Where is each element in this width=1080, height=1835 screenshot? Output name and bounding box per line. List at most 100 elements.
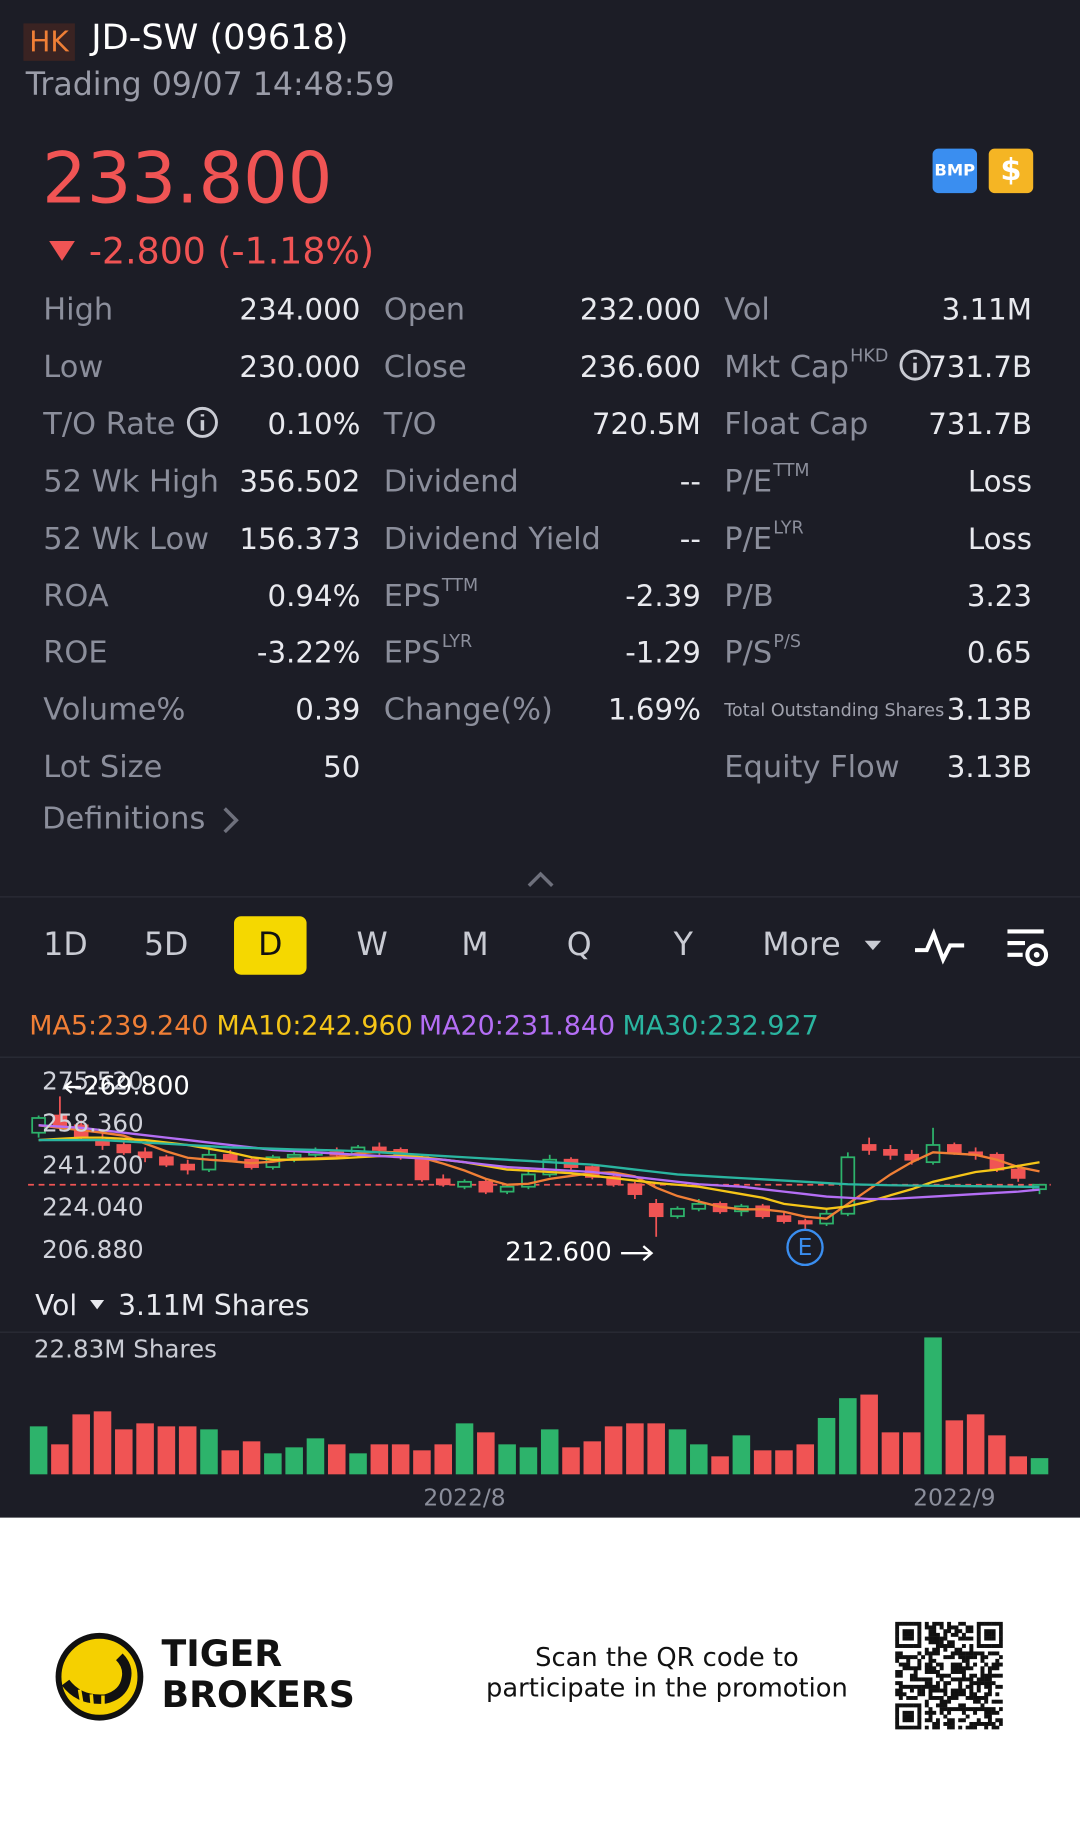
settings-icon[interactable]	[1004, 924, 1051, 968]
chevron	[223, 807, 239, 834]
candle-body	[947, 1144, 962, 1154]
qr-module	[895, 1725, 900, 1730]
candle-body	[159, 1156, 174, 1166]
qr-module	[954, 1695, 959, 1700]
candle-body	[52, 1114, 68, 1127]
qr-module	[928, 1670, 933, 1674]
qr-module	[965, 1651, 970, 1656]
qr-module	[984, 1632, 989, 1637]
qr-module	[909, 1703, 914, 1708]
tiger-logo	[55, 1632, 144, 1721]
qr-module	[943, 1632, 948, 1637]
qr-module	[984, 1629, 989, 1634]
qr-module	[943, 1681, 948, 1686]
qr-module	[973, 1655, 978, 1660]
stat-label-text: Volume%	[43, 693, 186, 729]
volume-bar	[924, 1337, 942, 1475]
candle-body	[435, 1178, 451, 1186]
qr-module	[954, 1625, 959, 1630]
period-tab[interactable]: 5D	[143, 926, 189, 963]
qr-module	[939, 1707, 944, 1712]
qr-module	[947, 1695, 952, 1700]
qr-module	[995, 1644, 1000, 1648]
qr-module	[969, 1673, 974, 1678]
qr-module	[928, 1625, 933, 1630]
stat-label-text: Vol	[724, 292, 770, 328]
stat-label: EPSTTM	[384, 574, 478, 621]
qr-module	[924, 1681, 929, 1686]
period-tab[interactable]: W	[356, 926, 388, 963]
qr-module	[928, 1651, 933, 1656]
qr-module	[961, 1692, 966, 1697]
qr-module	[913, 1677, 918, 1682]
indicator-icon[interactable]	[913, 924, 967, 966]
stat-label: Mkt CapHKD	[724, 345, 933, 392]
stat-value: 731.7B	[928, 406, 1033, 441]
dollar-badge[interactable]: $	[988, 148, 1034, 194]
candle-body	[457, 1180, 472, 1188]
qr-module	[980, 1681, 985, 1686]
qr-module	[991, 1707, 996, 1712]
period-tab[interactable]: Q	[566, 926, 592, 963]
qr-module	[961, 1673, 966, 1678]
qr-module	[895, 1692, 900, 1697]
qr-module	[947, 1721, 952, 1726]
qr-module	[928, 1681, 933, 1686]
stat-label: Close	[384, 346, 467, 388]
period-tab[interactable]: Y	[673, 926, 693, 963]
qr-module	[995, 1662, 1000, 1667]
ma-legend-item: MA10:242.960	[216, 1010, 413, 1042]
qr-module	[928, 1655, 933, 1660]
stat-value: Loss	[967, 521, 1033, 556]
qr-module	[973, 1692, 978, 1697]
definitions-link[interactable]: Definitions	[42, 801, 206, 837]
qr-module	[969, 1692, 974, 1697]
qr-module	[932, 1629, 937, 1634]
candle-body	[904, 1153, 920, 1161]
period-tab[interactable]: D	[258, 926, 283, 963]
period-tab[interactable]: More	[762, 926, 841, 963]
qr-module	[902, 1692, 907, 1697]
qr-module	[950, 1688, 955, 1693]
qr-module	[921, 1684, 926, 1689]
collapse-caret[interactable]	[527, 871, 555, 890]
qr-module	[995, 1651, 1000, 1656]
qr-module	[947, 1718, 952, 1723]
qr-module	[995, 1684, 1000, 1689]
bmp-badge[interactable]: BMP	[932, 148, 978, 194]
qr-module	[902, 1644, 907, 1648]
qr-module	[965, 1684, 970, 1689]
qr-module	[976, 1688, 981, 1693]
qr-module	[898, 1703, 903, 1708]
qr-module	[958, 1651, 963, 1656]
qr-module	[947, 1707, 952, 1712]
qr-module	[961, 1670, 966, 1674]
qr-module	[895, 1670, 900, 1674]
qr-module	[976, 1625, 981, 1630]
stat-label-text: High	[43, 292, 114, 328]
period-tab[interactable]: 1D	[43, 926, 88, 963]
qr-module	[969, 1651, 974, 1656]
qr-module	[895, 1721, 900, 1726]
volume-bar	[136, 1423, 154, 1475]
x-tick-label: 2022/8	[423, 1483, 505, 1511]
qr-module	[999, 1655, 1003, 1660]
volume-bar	[988, 1435, 1006, 1475]
qr-module	[935, 1673, 940, 1678]
qr-module	[947, 1699, 952, 1704]
qr-module	[954, 1632, 959, 1637]
stat-value: -2.39	[625, 578, 701, 613]
period-tab[interactable]: M	[461, 926, 489, 963]
qr-module	[898, 1655, 903, 1660]
qr-module	[895, 1629, 900, 1634]
volume-title[interactable]: Vol	[35, 1289, 78, 1323]
qr-code[interactable]	[895, 1621, 1003, 1730]
qr-module	[999, 1629, 1003, 1634]
qr-module	[917, 1625, 922, 1630]
qr-module	[935, 1718, 940, 1723]
stat-label-text: P/S	[724, 635, 773, 671]
qr-module	[909, 1655, 914, 1660]
qr-module	[935, 1681, 940, 1686]
qr-module	[935, 1670, 940, 1674]
